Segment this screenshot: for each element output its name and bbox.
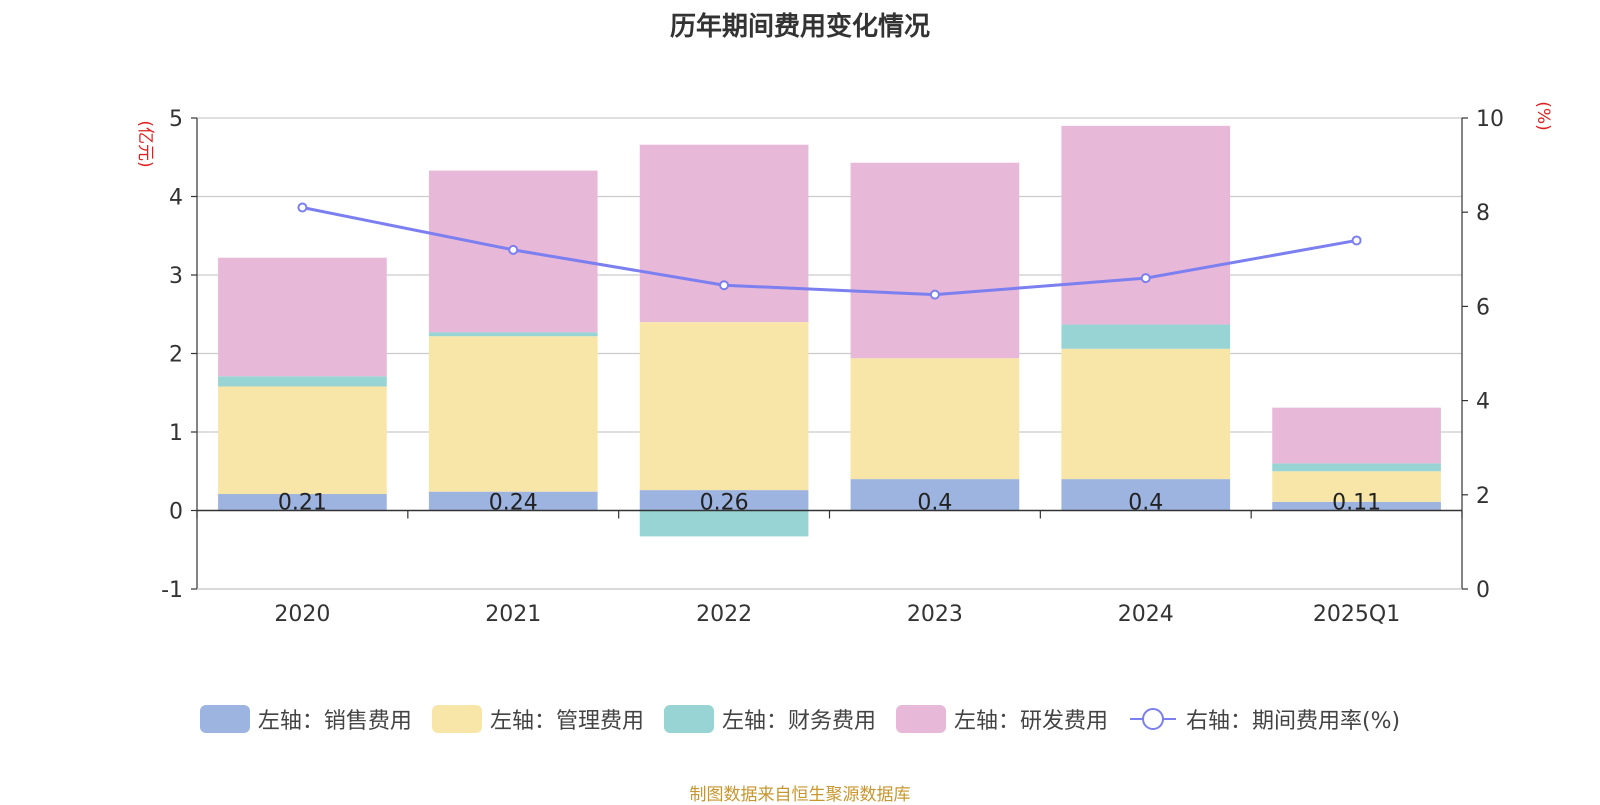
legend-label-finance: 左轴：财务费用 [721, 709, 876, 734]
bar-2025Q1-series-3 [1272, 407, 1441, 464]
left-axis-tick-label: 5 [169, 107, 183, 132]
rate-line-layer [297, 202, 1362, 300]
right-axis-tick-label: 2 [1476, 484, 1490, 509]
bar-2025Q1-series-0 [1272, 501, 1441, 511]
x-axis-label: 2021 [485, 602, 541, 627]
legend-item-rnd[interactable]: 左轴：研发费用 [895, 703, 1108, 735]
data-label-sales: 0.24 [489, 491, 538, 516]
data-label-sales: 0.11 [1332, 491, 1381, 516]
bar-2020-series-3 [218, 257, 387, 377]
bar-2024-series-0 [1061, 479, 1231, 511]
bar-2025Q1-series-1 [1272, 471, 1441, 502]
source-note: 制图数据来自恒生聚源数据库 [689, 785, 911, 805]
rate-line [302, 206, 1357, 297]
legend-item-sales[interactable]: 左轴：销售费用 [199, 703, 412, 735]
legend-item-rate[interactable]: 右轴：期间费用率(%) [1128, 703, 1400, 735]
legend-swatch-finance [663, 705, 714, 733]
left-axis-tick-label: 4 [169, 186, 183, 211]
legend-swatch-admin [431, 705, 482, 733]
axes: -1 0 1 2 3 4 5 0 2 4 6 8 10 (亿元) (%) 2020 2021 2022 2023 20… [135, 101, 1553, 627]
bar-2023-series-0 [850, 479, 1020, 511]
right-axis-tick-label: 10 [1476, 107, 1504, 132]
right-axis-tick-label: 4 [1476, 390, 1490, 415]
left-axis-tick-label: 1 [169, 421, 183, 446]
legend-item-finance[interactable]: 左轴：财务费用 [663, 703, 876, 735]
bar-2022-series-0 [639, 490, 809, 511]
chart-legend: 左轴：销售费用 左轴：管理费用 左轴：财务费用 左轴：研发费用 右轴：期间费用率… [0, 703, 1600, 735]
rate-point-2023 [929, 289, 940, 300]
rate-point-2021 [508, 244, 519, 255]
x-axis-label: 2025Q1 [1313, 602, 1400, 627]
left-axis-tick-label: -1 [161, 578, 183, 603]
bar-layer [218, 125, 1441, 537]
bar-2023-series-1 [850, 358, 1020, 480]
bar-2020-series-0 [218, 494, 387, 511]
right-axis-tick-label: 0 [1476, 578, 1490, 603]
bar-2021-series-1 [428, 336, 598, 492]
x-axis-label: 2023 [907, 602, 963, 627]
bar-2022-series-1 [639, 322, 809, 491]
bar-2020-series-2 [218, 376, 387, 387]
rate-point-2025Q1 [1351, 235, 1362, 246]
legend-item-admin[interactable]: 左轴：管理费用 [431, 703, 644, 735]
chart-title: 历年期间费用变化情况 [669, 12, 930, 42]
data-label-sales: 0.21 [278, 491, 327, 516]
rate-point-2020 [297, 202, 308, 213]
rate-point-2024 [1140, 273, 1151, 284]
right-axis-unit-label: (%) [1533, 101, 1553, 130]
right-axis-tick-label: 6 [1476, 295, 1490, 320]
x-axis-label: 2020 [274, 602, 330, 627]
left-axis-unit-label: (亿元) [135, 120, 155, 167]
data-label-sales: 0.4 [917, 491, 952, 516]
legend-swatch-rnd [895, 705, 946, 733]
bar-2024-series-2 [1061, 324, 1231, 349]
bar-2022-series-3 [639, 144, 809, 323]
left-axis-tick-label: 3 [169, 264, 183, 289]
bar-2025Q1-series-2 [1272, 463, 1441, 472]
legend-label-rate: 右轴：期间费用率(%) [1185, 709, 1401, 734]
data-label-sales: 0.26 [700, 491, 749, 516]
bar-2023-series-3 [850, 162, 1020, 359]
legend-label-admin: 左轴：管理费用 [489, 709, 644, 734]
x-axis-label: 2022 [696, 602, 752, 627]
bar-2021-series-0 [428, 491, 598, 511]
left-axis-tick-label: 2 [169, 343, 183, 368]
bar-2024-series-1 [1061, 348, 1231, 480]
x-axis-label: 2024 [1118, 602, 1174, 627]
legend-line-circle-icon [1129, 708, 1176, 730]
bar-2022-series-2 [639, 510, 809, 537]
right-axis-tick-label: 8 [1476, 201, 1490, 226]
bar-2021-series-2 [428, 332, 598, 337]
left-axis-tick-label: 0 [169, 500, 183, 525]
rate-point-2022 [719, 280, 730, 291]
bar-2024-series-3 [1061, 125, 1231, 325]
legend-label-rnd: 左轴：研发费用 [953, 709, 1108, 734]
legend-label-sales: 左轴：销售费用 [257, 709, 412, 734]
legend-swatch-sales [199, 705, 250, 733]
data-label-layer: 0.21 0.24 0.26 0.4 0.4 0.11 [278, 491, 1381, 516]
data-label-sales: 0.4 [1128, 491, 1163, 516]
bar-2020-series-1 [218, 386, 387, 495]
